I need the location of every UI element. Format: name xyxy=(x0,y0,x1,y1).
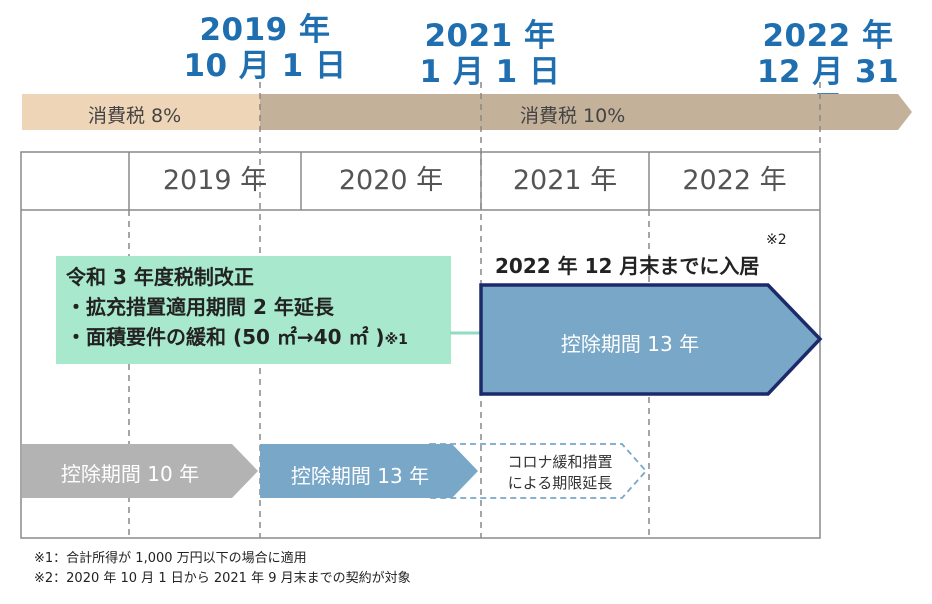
footnote-mark-2: ※2 xyxy=(766,232,787,248)
main-deduction-arrow xyxy=(479,283,823,396)
tax-8-label: 消費税 8% xyxy=(88,105,182,127)
main-deduction-label: 控除期間 13 年 xyxy=(560,332,700,356)
reform-note-item-extension: ・拡充措置適用期間 2 年延長 xyxy=(66,295,334,319)
date-line2: 10 月 1 日 xyxy=(183,48,347,84)
corona-extension-label: コロナ緩和措置 による期限延長 xyxy=(490,452,630,494)
year-header-2019: 2019 年 xyxy=(162,165,268,196)
date-2022-dec-31: 2022 年 12 月 31 日 xyxy=(738,18,918,126)
reform-note-item-area-text: ・面積要件の緩和 (50 ㎡→40 ㎡ ) xyxy=(66,325,385,349)
date-line2: 1 月 1 日 xyxy=(419,54,561,90)
reform-note-content: 令和 3 年度税制改正 ・拡充措置適用期間 2 年延長 ・面積要件の緩和 (50… xyxy=(66,262,456,355)
bottom-arrows xyxy=(22,443,648,499)
year-header-2020: 2020 年 xyxy=(338,165,444,196)
date-line1: 2019 年 xyxy=(199,12,331,48)
thirteen-year-label: 控除期間 13 年 xyxy=(290,464,430,488)
date-2019-oct-1: 2019 年 10 月 1 日 xyxy=(180,12,350,84)
tax-10-label: 消費税 10% xyxy=(520,105,626,127)
year-header-2022: 2022 年 xyxy=(682,165,787,196)
thirteen-year-arrow xyxy=(260,444,478,498)
date-line1: 2022 年 xyxy=(762,18,894,54)
corona-line2: による期限延長 xyxy=(507,474,613,492)
reform-note-box xyxy=(56,256,451,364)
year-header-2021: 2021 年 xyxy=(512,165,618,196)
footnote-1: ※1：合計所得が 1,000 万円以下の場合に適用 xyxy=(34,551,307,566)
corona-extension-arrow xyxy=(429,443,648,499)
date-line1: 2021 年 xyxy=(424,18,556,54)
move-in-text: 2022 年 12 月末までに入居 xyxy=(495,254,760,278)
reform-note-item-area: ・面積要件の緩和 (50 ㎡→40 ㎡ )※1 xyxy=(66,322,456,355)
table-outer-border xyxy=(20,151,821,539)
tax-band-10 xyxy=(260,94,912,130)
footnote-2: ※2：2020 年 10 月 1 日から 2021 年 9 月末までの契約が対象 xyxy=(34,571,411,586)
date-2021-jan-1: 2021 年 1 月 1 日 xyxy=(405,18,575,90)
corona-line1: コロナ緩和措置 xyxy=(507,453,613,471)
tax-band-arrow xyxy=(22,94,912,130)
ten-year-arrow xyxy=(22,444,258,498)
tax-band-8 xyxy=(22,94,260,130)
move-in-deadline: 2022 年 12 月末までに入居 xyxy=(495,250,759,279)
reform-note-title: 令和 3 年度税制改正 xyxy=(66,265,254,289)
ten-year-label: 控除期間 10 年 xyxy=(60,462,200,486)
footnote-mark-1: ※1 xyxy=(384,332,408,348)
